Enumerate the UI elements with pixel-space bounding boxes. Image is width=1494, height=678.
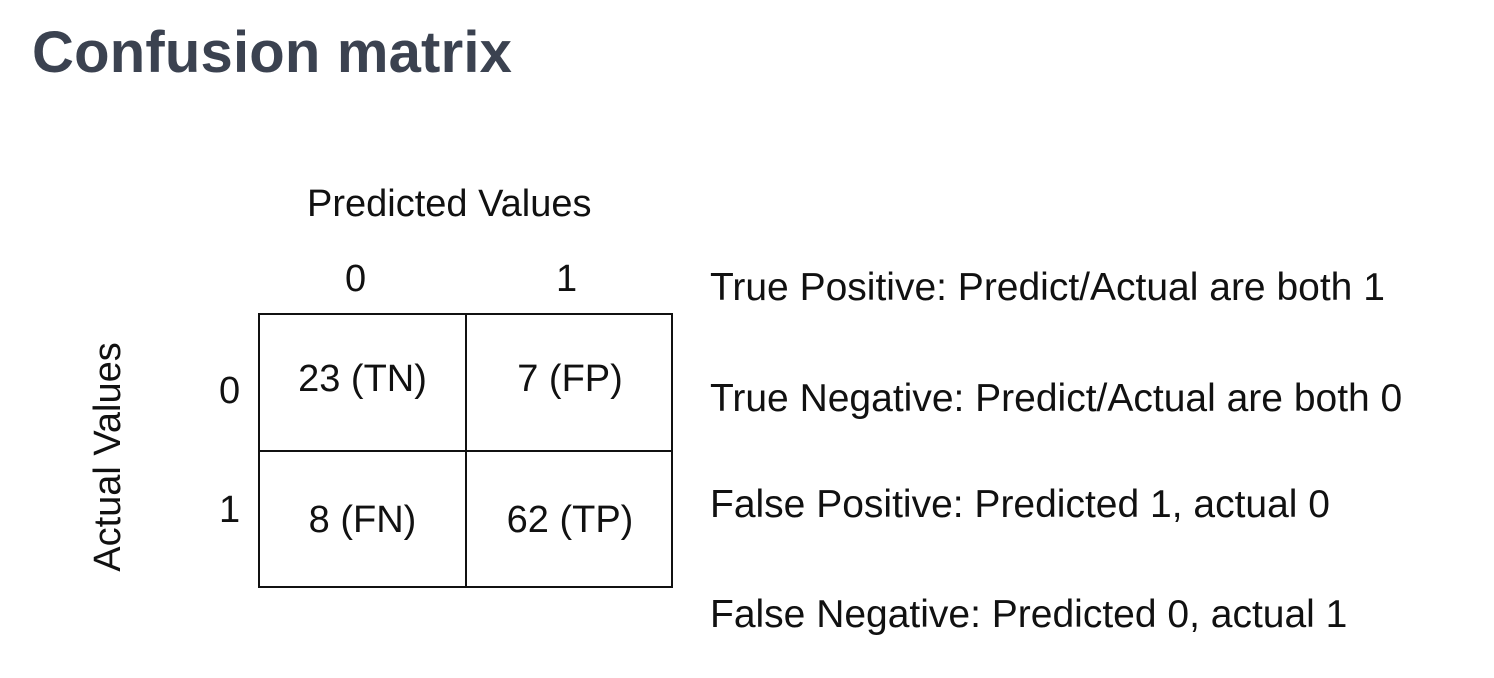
confusion-matrix-grid: 23 (TN) 7 (FP) 8 (FN) 62 (TP) [258,313,673,588]
definition-true-positive: True Positive: Predict/Actual are both 1 [710,266,1385,309]
cell-true-negative: 23 (TN) [260,315,467,452]
definition-false-positive: False Positive: Predicted 1, actual 0 [710,483,1330,526]
definition-false-negative: False Negative: Predicted 0, actual 1 [710,593,1348,636]
predicted-class-1-label: 1 [556,258,578,300]
definition-true-negative: True Negative: Predict/Actual are both 0 [710,377,1403,420]
cell-true-positive: 62 (TP) [506,498,634,541]
cell-false-negative: 8 (FN) [260,452,467,588]
predicted-class-0-label: 0 [345,258,367,300]
slide-title: Confusion matrix [32,20,513,85]
actual-values-label: Actual Values [87,342,129,572]
predicted-values-label: Predicted Values [307,183,592,225]
actual-class-0-label: 0 [219,370,241,412]
actual-class-1-label: 1 [219,489,241,531]
cell-false-positive: 7 (FP) [467,315,673,452]
